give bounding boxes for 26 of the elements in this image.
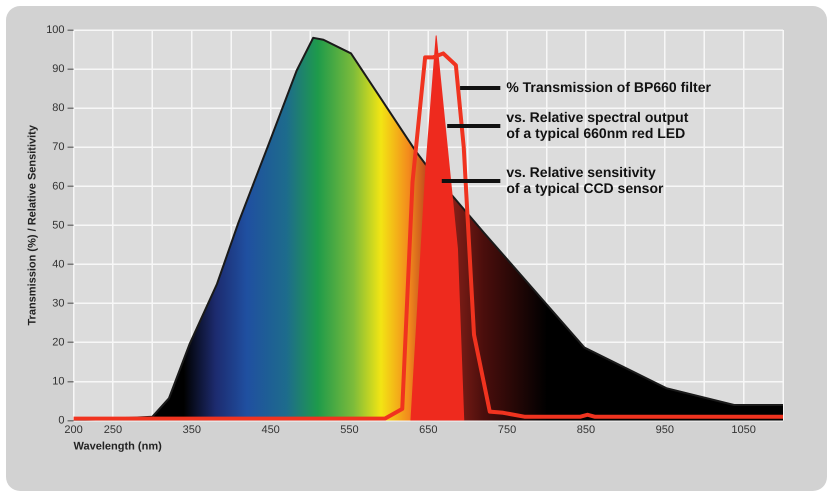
y-tick-label: 20 <box>52 336 65 349</box>
x-tick-label: 250 <box>104 424 122 436</box>
x-tick-label: 750 <box>498 424 516 436</box>
x-tick-label: 850 <box>576 424 596 436</box>
x-tick-label: 1050 <box>731 424 756 436</box>
x-tick-label: 350 <box>182 424 201 436</box>
annotation: % Transmission of BP660 filter <box>506 78 712 95</box>
y-tick-label: 60 <box>52 180 65 192</box>
y-tick-label: 80 <box>52 102 65 114</box>
x-tick-label: 450 <box>261 424 280 436</box>
x-tick-label: 950 <box>656 424 674 436</box>
y-tick-label: 30 <box>52 297 65 310</box>
y-tick-label: 0 <box>58 414 65 427</box>
x-axis-title: Wavelength (nm) <box>74 440 162 452</box>
y-tick-label: 70 <box>52 141 65 154</box>
annotation: vs. Relative spectral output of a typical 660nm red LED <box>506 108 689 141</box>
y-tick-label: 90 <box>52 63 65 76</box>
y-tick-label: 100 <box>46 24 65 36</box>
x-tick-label: 200 <box>64 424 83 436</box>
y-axis-title: Transmission (%) / Relative Sensitivity <box>26 124 39 326</box>
y-tick-label: 40 <box>52 258 65 270</box>
x-tick-label: 550 <box>340 424 359 436</box>
annotation: vs. Relative sensitivity of a typical CCD sensor <box>506 164 664 196</box>
y-tick-label: 50 <box>52 219 65 232</box>
y-tick-label: 10 <box>52 376 65 388</box>
x-tick-label: 650 <box>419 424 438 436</box>
